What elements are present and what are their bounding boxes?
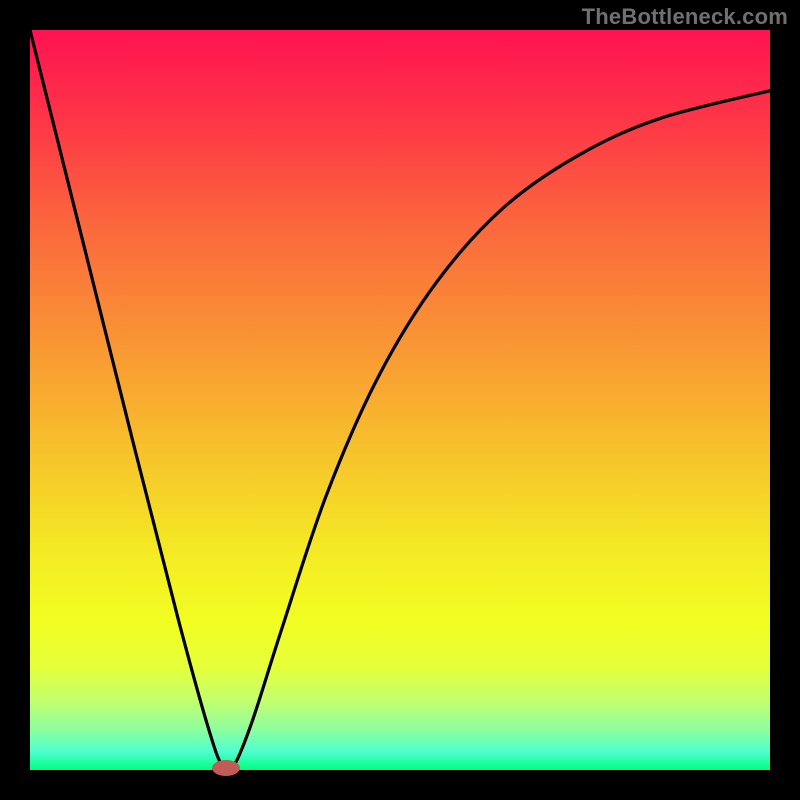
plot-area — [30, 30, 770, 770]
curve — [30, 30, 770, 770]
chart-frame: TheBottleneck.com — [0, 0, 800, 800]
watermark-text: TheBottleneck.com — [582, 4, 788, 30]
minimum-marker — [212, 760, 240, 776]
